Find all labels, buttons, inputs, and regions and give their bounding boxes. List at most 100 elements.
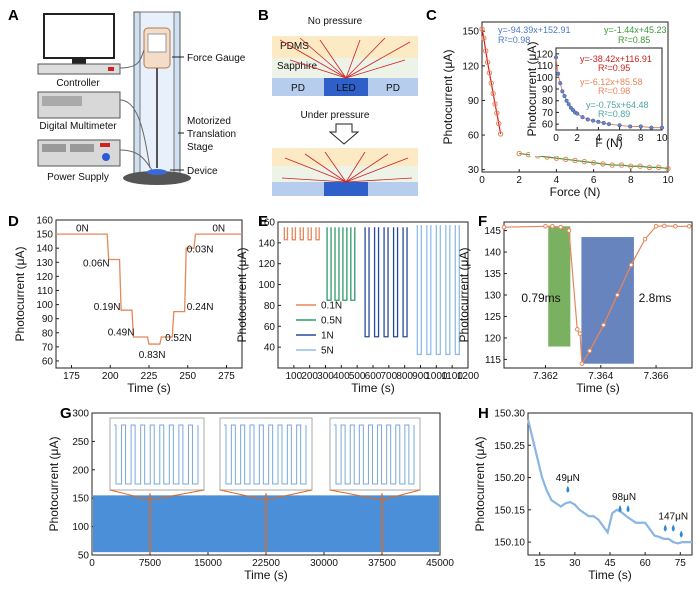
data-point bbox=[492, 101, 498, 107]
pulse-1N bbox=[373, 227, 380, 338]
panel-label-f: F bbox=[478, 213, 487, 230]
force-label: 0.19N bbox=[94, 302, 121, 313]
data-point bbox=[501, 224, 507, 230]
pulse-0.1N bbox=[315, 227, 320, 241]
zoom-connector bbox=[109, 489, 151, 501]
panel-label-a: A bbox=[8, 7, 19, 24]
load-label: 49μN bbox=[556, 473, 580, 484]
zoom-connector bbox=[265, 489, 313, 501]
y-axis-label: Photocurrent (μA) bbox=[13, 247, 27, 342]
annotation-fit2-eq: y=-1.44x+45.23 bbox=[604, 25, 667, 35]
x-tick-label: 8 bbox=[628, 175, 634, 186]
inset-point bbox=[596, 119, 601, 124]
data-point bbox=[600, 161, 606, 167]
sapphire-layer bbox=[272, 58, 418, 78]
data-point bbox=[496, 120, 502, 127]
ps-knob bbox=[102, 153, 110, 161]
legend-label: 0.1N bbox=[321, 301, 342, 312]
pulse-5N bbox=[445, 225, 451, 356]
y-tick-label: 150.10 bbox=[494, 538, 525, 549]
data-point bbox=[601, 322, 606, 328]
inset-annotation: y=-0.75x+64.48 bbox=[586, 100, 649, 110]
device-marker bbox=[147, 169, 167, 175]
legend-label: 5N bbox=[321, 346, 334, 357]
pulse-0.5N bbox=[326, 227, 332, 301]
y-tick-label: 150.25 bbox=[494, 441, 525, 452]
data-point bbox=[590, 160, 597, 166]
pulse-5N bbox=[454, 225, 460, 356]
droplet-icon bbox=[663, 524, 667, 532]
data-point bbox=[637, 163, 643, 169]
cable bbox=[119, 49, 145, 69]
x-tick-label: 7.366 bbox=[644, 371, 669, 382]
y-tick-label: 120 bbox=[36, 272, 53, 283]
label-force-gauge: Force Gauge bbox=[187, 53, 246, 64]
pulse-0.1N bbox=[307, 227, 312, 241]
y-tick-label: 115 bbox=[485, 355, 501, 366]
pulse-0.1N bbox=[283, 227, 289, 241]
y-tick-label: 150 bbox=[462, 27, 479, 38]
data-point bbox=[566, 228, 572, 233]
data-point bbox=[574, 327, 580, 332]
legend-label: 0.5N bbox=[321, 316, 342, 327]
pulse-5N bbox=[416, 225, 422, 356]
inset-bg bbox=[530, 44, 666, 156]
x-tick-label: 7.362 bbox=[533, 371, 558, 382]
label-pd-left: PD bbox=[291, 83, 305, 94]
pulse-1N bbox=[383, 227, 389, 338]
annotation-rise: 0.79ms bbox=[521, 291, 560, 305]
load-label: 147μN bbox=[658, 512, 688, 523]
inset-point bbox=[562, 93, 567, 99]
panel-label-b: B bbox=[258, 7, 269, 24]
pdms-layer-pressed bbox=[272, 148, 418, 166]
light-ray bbox=[284, 157, 347, 183]
x-tick-label: 175 bbox=[63, 371, 80, 382]
y-tick-label: 110 bbox=[37, 286, 53, 297]
x-tick-label: 10 bbox=[662, 175, 674, 186]
inset-point bbox=[617, 123, 622, 128]
x-tick-label: 6 bbox=[591, 175, 597, 186]
data-point bbox=[646, 164, 653, 171]
y-tick-label: 30 bbox=[468, 165, 480, 176]
panel-label-e: E bbox=[258, 213, 268, 230]
light-ray bbox=[289, 59, 347, 79]
pd-right bbox=[368, 78, 418, 96]
pulse-5N bbox=[426, 225, 432, 356]
y-tick-label: 200 bbox=[72, 465, 89, 476]
label-under-pressure: Under pressure bbox=[301, 110, 370, 121]
data-point bbox=[587, 348, 593, 354]
pulse-0.1N bbox=[299, 227, 304, 241]
x-tick-label: 7500 bbox=[139, 558, 162, 569]
data-point bbox=[563, 156, 569, 163]
x-tick-label: 45 bbox=[604, 558, 616, 569]
force-label: 0N bbox=[212, 223, 225, 234]
x-tick-label: 100 bbox=[285, 371, 302, 382]
annotation-fit1-r2: R²=0.98 bbox=[498, 35, 530, 45]
zoom-connector bbox=[149, 489, 205, 501]
light-ray bbox=[345, 151, 366, 183]
inset-point bbox=[556, 71, 561, 76]
light-ray bbox=[345, 37, 386, 79]
y-tick-label: 80 bbox=[542, 96, 554, 107]
inset-point bbox=[601, 120, 606, 126]
x-tick-label: 2 bbox=[574, 133, 580, 144]
data-point bbox=[577, 331, 583, 336]
force-label: 0.06N bbox=[83, 259, 110, 270]
rise-time-band bbox=[548, 226, 571, 347]
droplet-icon bbox=[671, 524, 675, 532]
y-tick-label: 60 bbox=[542, 120, 554, 131]
y-tick-label: 90 bbox=[468, 96, 480, 107]
label-controller: Controller bbox=[56, 78, 100, 89]
y-tick-label: 120 bbox=[462, 61, 479, 72]
y-tick-label: 60 bbox=[468, 131, 480, 142]
data-point bbox=[673, 223, 678, 229]
y-tick-label: 150.30 bbox=[494, 409, 525, 420]
x-axis-label: Time (s) bbox=[576, 381, 620, 395]
x-tick-label: 2 bbox=[516, 175, 522, 186]
inset-annotation: R²=0.95 bbox=[598, 63, 630, 73]
led-block bbox=[324, 78, 368, 96]
fit-line-2 bbox=[519, 152, 669, 170]
droplet-icon bbox=[566, 485, 570, 493]
y-tick-label: 90 bbox=[42, 314, 54, 325]
y-tick-label: 140 bbox=[258, 238, 275, 249]
